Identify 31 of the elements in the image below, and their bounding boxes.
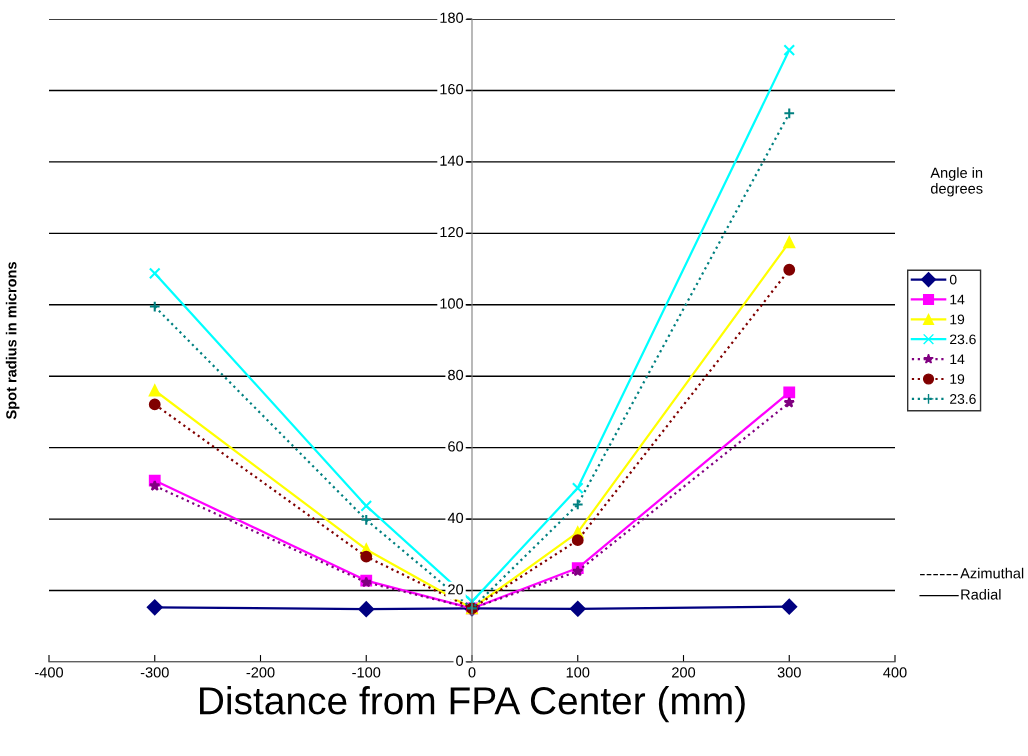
y-tick-label: 20 [448,584,464,595]
y-tick-label: 100 [440,298,464,309]
y-tick-label: 140 [440,155,464,166]
y-axis-title: Spot radius in microns [5,262,20,420]
legend-label: 14 [950,354,965,364]
x-tick-label: -200 [246,667,275,678]
y-tick-label: 160 [440,84,464,95]
x-tick-label: 0 [468,667,476,678]
legend-label: 23.6 [950,394,976,404]
y-tick-label: 80 [448,369,464,381]
x-tick-label: 100 [566,667,590,678]
y-tick-label: 40 [447,512,464,524]
x-tick-label: 400 [883,667,907,678]
text: Azimuthal [960,567,1024,579]
legend-label: 14 [950,294,965,305]
x-tick-label: 300 [777,667,801,678]
legend-label: 0 [949,274,957,285]
text: Radial [961,588,1001,600]
legend-label: 19 [950,374,965,385]
x-tick-label: -400 [35,667,64,678]
y-tick-label: 120 [440,226,464,238]
legend-label: 23.6 [950,334,976,345]
x-axis-title: Distance from FPA Center (mm) [200,686,745,723]
y-tick-label: 60 [448,441,464,452]
legend-label: 19 [950,314,965,325]
y-tick-label: 180 [440,12,464,23]
y-tick-label: 0 [456,655,464,666]
x-tick-label: -100 [352,667,381,678]
x-tick-label: -300 [140,667,169,678]
x-tick-label: 200 [672,667,696,678]
legend-title: Angle in degrees [930,167,983,197]
